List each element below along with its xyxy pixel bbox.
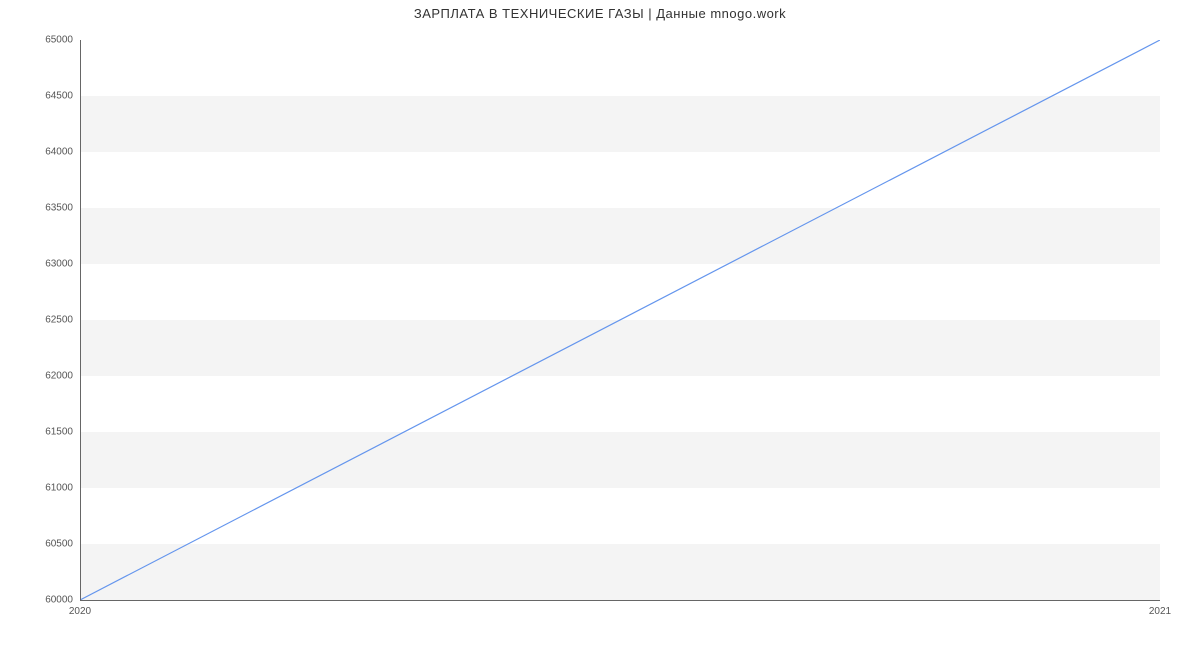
plot-area: [80, 40, 1160, 600]
chart-container: ЗАРПЛАТА В ТЕХНИЧЕСКИЕ ГАЗЫ | Данные mno…: [0, 0, 1200, 650]
y-tick-label: 62000: [25, 371, 73, 382]
y-tick-label: 60500: [25, 539, 73, 550]
y-tick-label: 63500: [25, 203, 73, 214]
y-axis-line: [80, 40, 81, 600]
chart-title: ЗАРПЛАТА В ТЕХНИЧЕСКИЕ ГАЗЫ | Данные mno…: [0, 6, 1200, 21]
y-tick-label: 63000: [25, 259, 73, 270]
y-tick-label: 64000: [25, 147, 73, 158]
x-tick-label: 2021: [1149, 606, 1171, 617]
y-tick-label: 64500: [25, 91, 73, 102]
line-series: [80, 40, 1160, 600]
y-tick-label: 61500: [25, 427, 73, 438]
x-tick-label: 2020: [69, 606, 91, 617]
y-tick-label: 62500: [25, 315, 73, 326]
y-tick-label: 61000: [25, 483, 73, 494]
y-tick-label: 65000: [25, 35, 73, 46]
x-axis-line: [80, 600, 1160, 601]
y-tick-label: 60000: [25, 595, 73, 606]
